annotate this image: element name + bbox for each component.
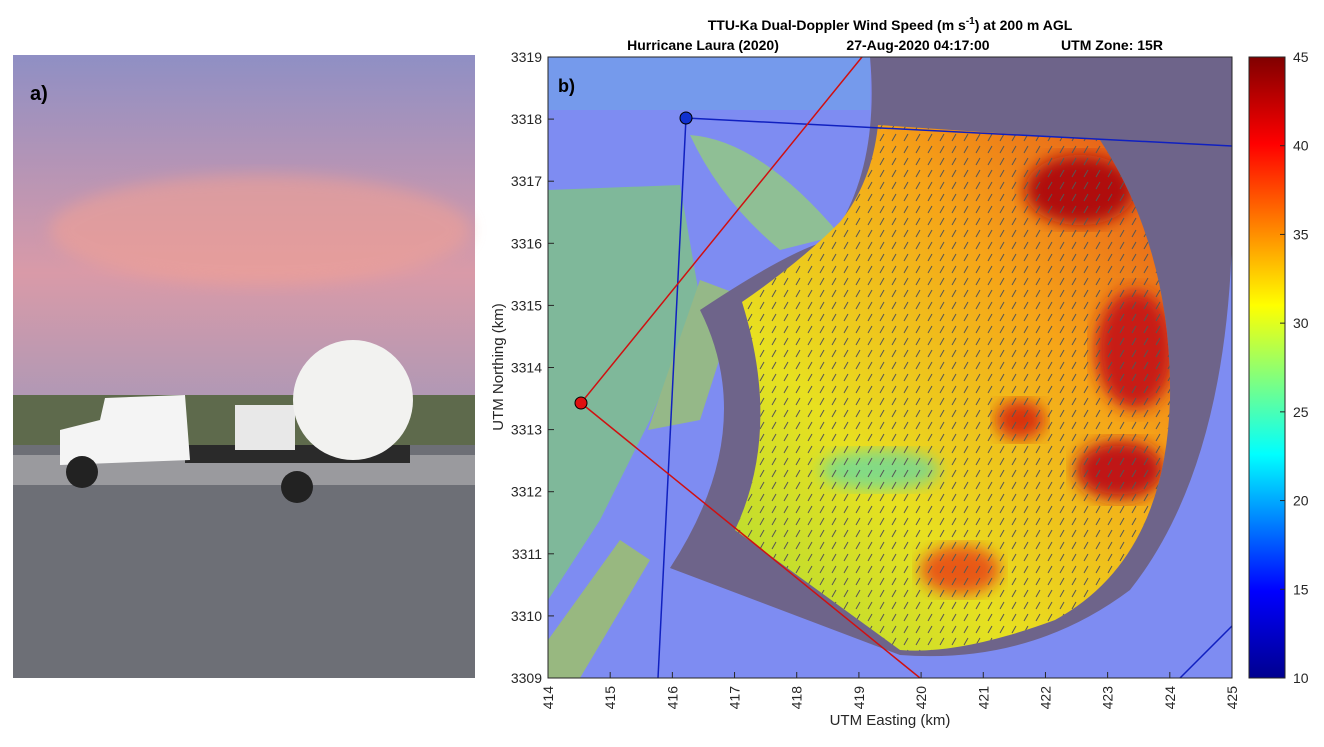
y-tick-label: 3313 [511,422,542,438]
colorbar-tick-label: 15 [1293,581,1309,597]
colorbar-tick-label: 40 [1293,138,1309,154]
subtitle: UTM Zone: 15R [1061,37,1163,53]
y-tick-label: 3315 [511,297,542,313]
title-text: TTU-Ka Dual-Doppler Wind Speed (m s [708,17,966,33]
colorbar [1248,56,1286,679]
y-tick-label: 3316 [511,235,542,251]
subtitle: Hurricane Laura (2020) [627,37,779,53]
y-tick-label: 3309 [511,670,542,686]
x-tick-label: 417 [727,686,743,710]
colorbar-tick-label: 10 [1293,670,1309,686]
x-tick-label: 425 [1224,686,1240,710]
y-axis-label: UTM Northing (km) [490,303,507,431]
colorbar-tick-label: 20 [1293,493,1309,509]
x-axis-label: UTM Easting (km) [830,712,951,729]
x-tick-label: 423 [1100,686,1116,710]
x-tick-label: 414 [540,686,556,710]
panel-label: b) [558,76,575,96]
y-tick-label: 3310 [511,608,542,624]
y-tick-label: 3311 [512,546,542,562]
x-tick-label: 418 [789,686,805,710]
y-tick-label: 3317 [511,173,542,189]
x-tick-label: 419 [851,686,867,710]
colorbar-tick-label: 45 [1293,49,1309,65]
colorbar-tick-label: 30 [1293,315,1309,331]
map-title: TTU-Ka Dual-Doppler Wind Speed (m s-1) a… [708,16,1073,33]
colorbar-tick-label: 25 [1293,404,1309,420]
photo [13,55,475,678]
panel-label: a) [30,83,48,105]
map [548,57,1232,678]
subtitle: 27-Aug-2020 04:17:00 [846,37,989,53]
x-tick-label: 422 [1037,686,1053,710]
x-tick-label: 416 [664,686,680,710]
x-tick-label: 415 [602,686,618,710]
y-tick-label: 3314 [511,360,542,376]
y-tick-label: 3318 [511,111,542,127]
x-tick-label: 424 [1162,686,1178,710]
x-tick-label: 420 [913,686,929,710]
title-superscript: -1 [966,16,975,27]
y-tick-label: 3312 [511,484,542,500]
colorbar-tick-label: 35 [1293,226,1309,242]
x-tick-label: 421 [975,686,991,710]
title-text: ) at 200 m AGL [975,17,1073,33]
y-tick-label: 3319 [511,49,542,65]
